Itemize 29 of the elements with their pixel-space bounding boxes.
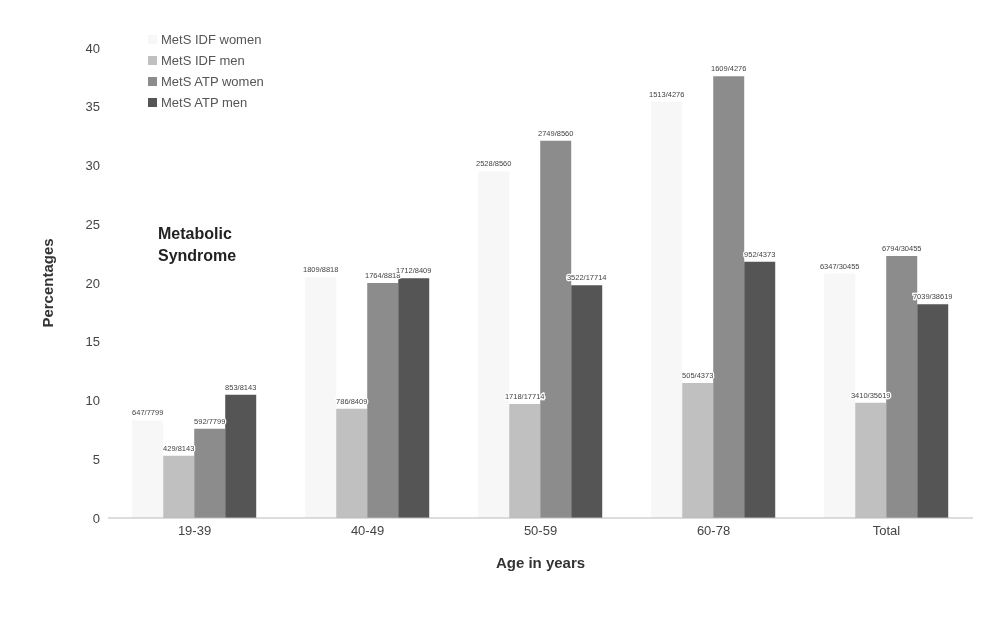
legend-label: MetS IDF women xyxy=(161,32,262,47)
x-tick-label: 60-78 xyxy=(696,523,731,539)
y-tick-label: 5 xyxy=(92,451,100,467)
bar xyxy=(398,278,430,518)
y-tick-label: 30 xyxy=(85,158,100,174)
x-tick-label: 40-49 xyxy=(350,523,385,539)
annotation: Metabolic Syndrome xyxy=(158,224,238,266)
bar xyxy=(367,283,399,518)
y-tick-label: 35 xyxy=(85,99,100,115)
bar xyxy=(713,76,745,518)
bar xyxy=(194,428,226,518)
bar xyxy=(917,304,949,518)
y-tick-label: 0 xyxy=(92,510,100,526)
x-axis-title: Age in years xyxy=(495,554,586,571)
y-tick-label: 20 xyxy=(85,275,100,291)
y-tick-label: 15 xyxy=(85,334,100,350)
y-tick-label: 40 xyxy=(85,40,100,56)
x-tick-label: Total xyxy=(872,523,901,539)
bar xyxy=(744,261,776,518)
legend-label: MetS IDF men xyxy=(161,53,245,68)
y-tick-label: 10 xyxy=(85,393,100,409)
bar xyxy=(571,285,603,518)
bar xyxy=(225,394,257,518)
x-tick-label: 19-39 xyxy=(177,523,212,539)
legend-label: MetS ATP men xyxy=(161,95,248,110)
y-tick-label: 25 xyxy=(85,216,100,232)
y-axis-title: Percentages xyxy=(39,238,57,328)
x-tick-label: 50-59 xyxy=(523,523,558,539)
legend-label: MetS ATP women xyxy=(161,74,264,89)
